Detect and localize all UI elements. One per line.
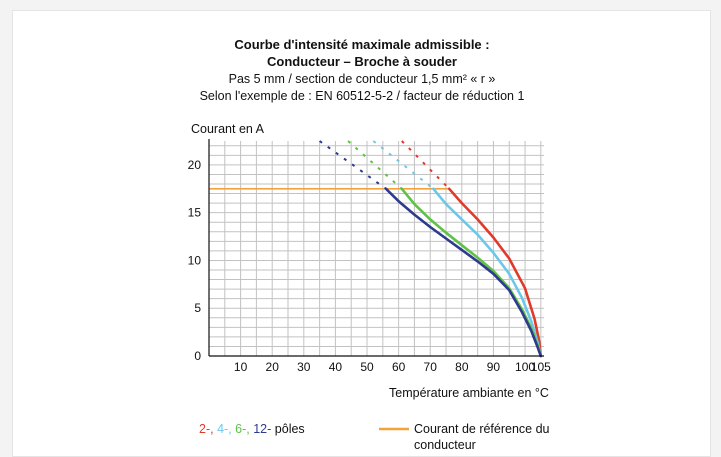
chart-series [209,140,543,358]
series-4-line [432,187,543,358]
chart-legend: 2-, 4-, 6-, 12- pôles Courant de référen… [199,422,550,452]
chart-axes [208,139,544,357]
x-tick-label: 60 [392,360,406,374]
chart-card: Courbe d'intensité maximale admissible :… [12,10,711,457]
series-6-extrapolation [347,140,403,190]
legend-series-4: 4- [217,422,228,436]
x-tick-label: 100 [515,360,535,374]
current-derating-chart: Courbe d'intensité maximale admissible :… [188,37,552,452]
chart-subtitle-line-2: Pas 5 mm / section de conducteur 1,5 mm²… [229,72,496,86]
y-tick-label: 0 [194,349,201,363]
legend-sep: , [246,422,253,436]
legend-series-label: 2-, 4-, 6-, 12- pôles [199,422,305,436]
x-tick-label: 40 [329,360,343,374]
y-tick-label: 10 [188,253,202,267]
legend-reference-label-2: conducteur [414,438,476,452]
series-4-extrapolation [372,140,435,190]
legend-sep: , [228,422,235,436]
x-tick-label: 105 [531,360,551,374]
series-2-line [447,187,543,358]
chart-title: Courbe d'intensité maximale admissible :… [200,37,525,103]
chart-grid [209,141,544,356]
legend-series-12: 12- [253,422,271,436]
x-tick-label: 50 [360,360,374,374]
legend-reference-label-1: Courant de référence du [414,422,550,436]
legend-sep: , [210,422,217,436]
legend-series-2: 2- [199,422,210,436]
legend-series-6: 6- [235,422,246,436]
x-tick-label: 20 [266,360,280,374]
y-axis-label: Courant en A [191,122,265,136]
x-axis-label: Température ambiante en °C [389,386,549,400]
chart-subtitle-line-3: Selon l'exemple de : EN 60512-5-2 / fact… [200,89,525,103]
x-tick-label: 10 [234,360,248,374]
x-tick-label: 30 [297,360,311,374]
x-tick-label: 70 [424,360,438,374]
y-tick-label: 20 [188,158,202,172]
chart-subtitle-line-1: Conducteur – Broche à souder [267,54,457,69]
x-tick-label: 80 [455,360,469,374]
series-12-extrapolation [319,140,387,190]
y-tick-label: 5 [194,301,201,315]
y-tick-label: 15 [188,206,202,220]
chart-title-line: Courbe d'intensité maximale admissible : [234,37,489,52]
x-tick-label: 90 [487,360,501,374]
legend-series-suffix: pôles [275,422,305,436]
series-12-line [384,187,543,358]
series-2-extrapolation [401,140,450,190]
